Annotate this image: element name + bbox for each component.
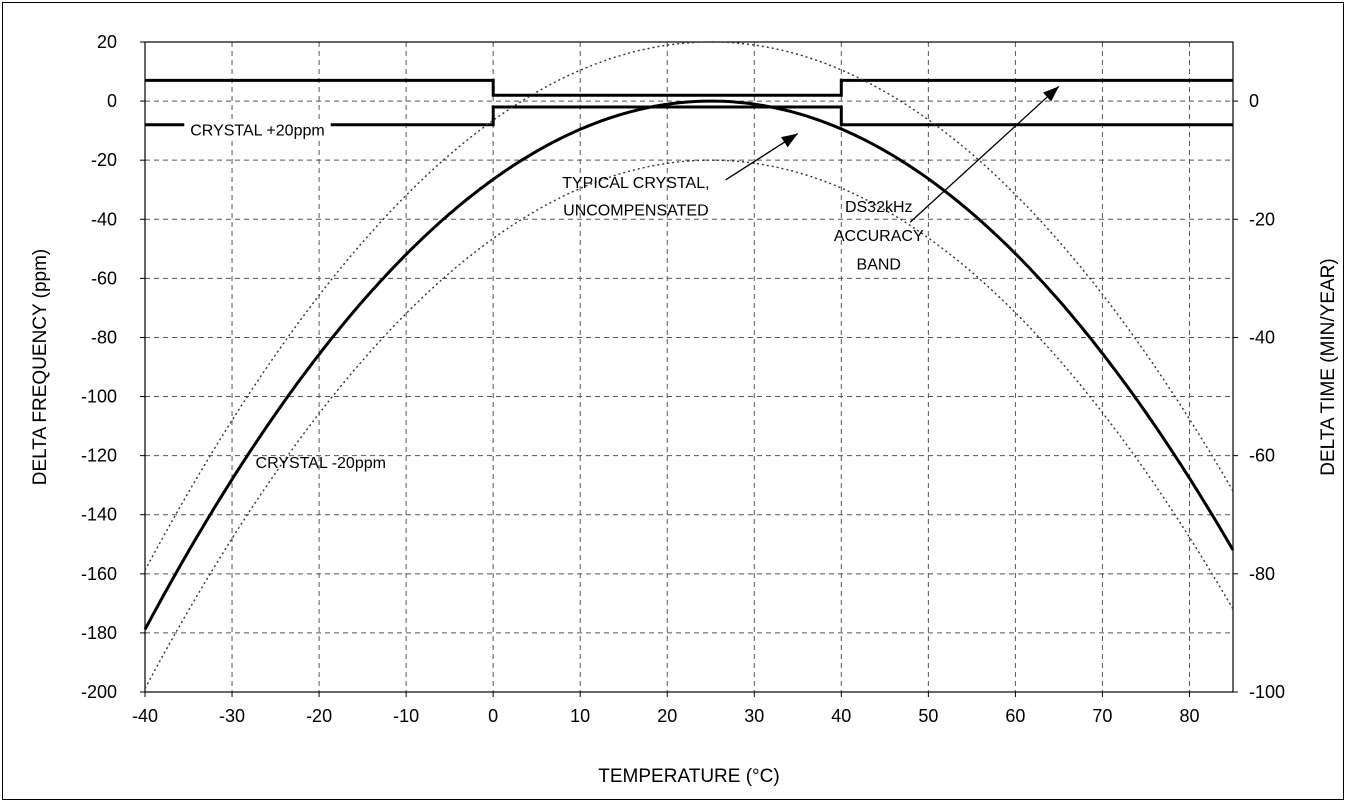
x-tick-label: 50	[918, 706, 938, 726]
x-tick-label: 80	[1179, 706, 1199, 726]
plot-area-border	[144, 41, 1234, 693]
crystal-plus-label-mask	[184, 121, 331, 141]
accuracy-band-layer	[145, 78, 1233, 127]
typical-crystal-label-line2: UNCOMPENSATED	[563, 203, 709, 220]
y2-tick-label: -100	[1249, 682, 1285, 702]
accuracy-band-lower-line	[145, 105, 1233, 127]
x-tick-label: 0	[488, 706, 498, 726]
y2-tick-label: -60	[1249, 446, 1275, 466]
arrow-layer	[725, 85, 1060, 223]
y-tick-label: -180	[81, 623, 117, 643]
x-tick-label: -30	[219, 706, 245, 726]
crystal-minus-label: CRYSTAL -20ppm	[256, 455, 386, 472]
accuracy-band-label-line2: ACCURACY	[834, 228, 924, 245]
x-tick-label: 40	[831, 706, 851, 726]
tick-label-layer: -40 -30 -20 -10 0 10 20 30 40 50 60 70 80200-20-40-6…	[81, 32, 1285, 726]
x-axis-label: TEMPERATURE (°C)	[598, 766, 779, 787]
y-tick-label: -100	[81, 387, 117, 407]
accuracy-band-label-line1: DS32kHz	[845, 199, 913, 216]
annotation-layer: CRYSTAL +20ppm CRYSTAL -20ppm TYPICAL CR…	[184, 121, 924, 472]
accuracy-band-upper-line	[145, 78, 1233, 97]
accuracy-band-label-line3: BAND	[857, 257, 901, 274]
series-line-crystal-minus-20ppm	[144, 159, 1234, 689]
y2-tick-label: -80	[1249, 564, 1275, 584]
x-tick-label: -20	[306, 706, 332, 726]
y-tick-label: -200	[81, 682, 117, 702]
y-tick-label: 20	[97, 32, 117, 52]
y2-tick-label: -40	[1249, 327, 1275, 347]
x-tick-label: -10	[393, 706, 419, 726]
y-tick-label: -80	[91, 327, 117, 347]
accuracy-band-arrow-head	[1043, 86, 1059, 102]
series-line-typical-crystal	[143, 99, 1235, 631]
y2-tick-label: 0	[1249, 91, 1259, 111]
x-tick-label: 30	[744, 706, 764, 726]
x-tick-label: 20	[657, 706, 677, 726]
y-tick-label: -20	[91, 150, 117, 170]
series-line-crystal-plus-20ppm	[144, 41, 1234, 571]
x-tick-label: 60	[1005, 706, 1025, 726]
accuracy-band-arrow-shaft	[909, 85, 1060, 223]
y-tick-label: -60	[91, 268, 117, 288]
y-tick-label: -160	[81, 564, 117, 584]
y-tick-label: -40	[91, 209, 117, 229]
x-tick-label: -40	[132, 706, 158, 726]
series-layer	[143, 41, 1235, 689]
x-tick-label: 70	[1092, 706, 1112, 726]
x-tick-label: 10	[570, 706, 590, 726]
typical-crystal-label-line1: TYPICAL CRYSTAL,	[562, 175, 709, 192]
y-axis-label: DELTA FREQUENCY (ppm)	[30, 249, 51, 486]
typical-crystal-arrow-head	[781, 133, 798, 148]
grid-layer	[140, 41, 1238, 697]
y-tick-label: -120	[81, 446, 117, 466]
y2-tick-label: -20	[1249, 209, 1275, 229]
y2-axis-label: DELTA TIME (MIN/YEAR)	[1318, 258, 1339, 475]
crystal-plus-label: CRYSTAL +20ppm	[190, 122, 324, 139]
y-tick-label: 0	[107, 91, 117, 111]
y-tick-label: -140	[81, 505, 117, 525]
